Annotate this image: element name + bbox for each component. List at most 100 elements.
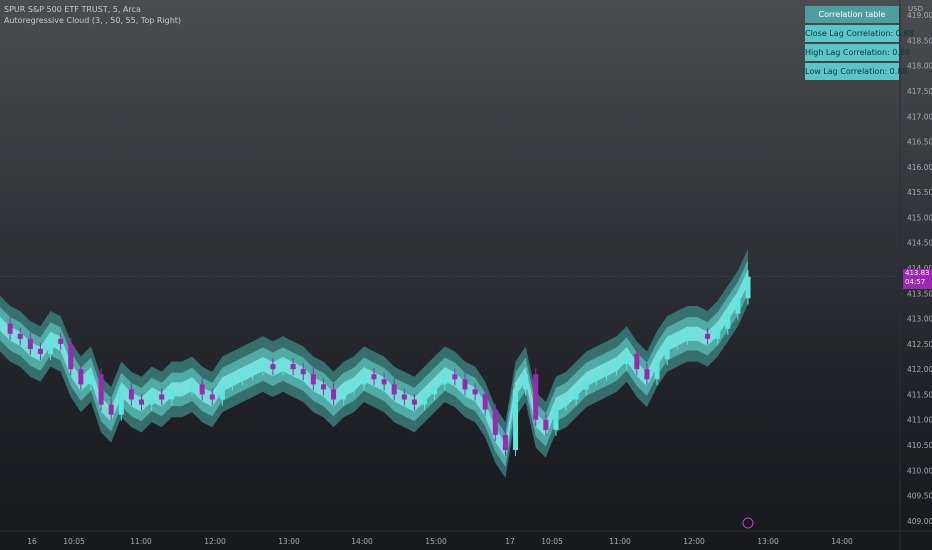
candle-body <box>603 369 609 375</box>
candle-body <box>209 394 215 400</box>
candle-body <box>401 394 407 400</box>
candle-body <box>523 374 529 390</box>
flash-icon <box>742 517 754 529</box>
symbol-legend[interactable]: SPUR S&P 500 ETF TRUST, 5, Arca <box>4 5 141 14</box>
candle-body <box>543 419 549 430</box>
y-tick-label: 417.00 <box>907 112 932 121</box>
candle-body <box>98 374 104 405</box>
candle-body <box>310 374 316 385</box>
y-tick-label: 409.00 <box>907 517 932 526</box>
y-tick-label: 417.50 <box>907 87 932 96</box>
candle-body <box>573 389 579 400</box>
low-lag-correlation: Low Lag Correlation: 0.88 <box>805 63 907 80</box>
candle-body <box>583 379 589 390</box>
x-tick-label: 11:00 <box>130 537 152 546</box>
candle-body <box>0 323 3 326</box>
candle-body <box>381 379 387 385</box>
candle-body <box>664 343 670 360</box>
x-tick-label: 16 <box>27 537 37 546</box>
candle-body <box>634 354 640 370</box>
high-lag-correlation: High Lag Correlation: 0.86 <box>805 44 910 61</box>
bar-countdown: 04:57 <box>905 277 926 286</box>
candle-body <box>432 384 438 395</box>
candle-body <box>250 369 256 375</box>
candle-body <box>331 389 337 400</box>
y-tick-label: 414.00 <box>907 264 932 273</box>
candle-body <box>624 354 630 365</box>
candle-body <box>17 333 23 339</box>
candle-body <box>563 399 569 405</box>
candle-body <box>320 384 326 390</box>
candle-body <box>7 323 13 334</box>
candle-body <box>118 389 124 415</box>
y-tick-label: 410.50 <box>907 441 932 450</box>
candle-body <box>169 389 175 400</box>
candle-body <box>149 394 155 405</box>
candle-body <box>88 374 94 385</box>
last-price-tag: 413.83 04:57 <box>903 268 932 289</box>
candle-body <box>189 384 195 390</box>
cloud-middle-band <box>0 259 748 467</box>
y-tick-label: 415.50 <box>907 188 932 197</box>
currency-label[interactable]: USD <box>908 5 923 13</box>
candle-body <box>27 338 33 349</box>
candle-body <box>735 298 741 314</box>
x-tick-label: 14:00 <box>351 537 373 546</box>
candle-body <box>199 384 205 395</box>
candle-body <box>341 389 347 400</box>
candle-body <box>240 374 246 380</box>
y-tick-label: 409.50 <box>907 492 932 501</box>
candle-body <box>654 359 660 380</box>
y-tick-label: 412.50 <box>907 340 932 349</box>
candle-body <box>219 384 225 400</box>
x-tick-label: 13:00 <box>278 537 300 546</box>
correlation-table-title: Correlation table <box>805 6 899 23</box>
candle-body <box>391 384 397 395</box>
y-tick-label: 414.50 <box>907 239 932 248</box>
candle-body <box>644 369 650 380</box>
y-tick-label: 418.00 <box>907 62 932 71</box>
candle-body <box>260 364 266 370</box>
candle-body <box>371 374 377 380</box>
candle-body <box>725 313 731 329</box>
y-tick-label: 411.00 <box>907 416 932 425</box>
y-tick-label: 413.00 <box>907 315 932 324</box>
last-price-value: 413.83 <box>905 268 930 277</box>
correlation-table: Correlation table Close Lag Correlation:… <box>805 6 913 82</box>
candle-body <box>68 343 74 370</box>
candle-body <box>482 394 488 410</box>
x-tick-label: 14:00 <box>831 537 853 546</box>
candle-body <box>422 394 428 405</box>
candle-body <box>502 434 508 451</box>
candle-body <box>361 374 367 385</box>
candle-body <box>674 338 680 344</box>
y-tick-label: 412.00 <box>907 365 932 374</box>
candle-body <box>58 338 64 344</box>
candle-body <box>705 333 711 339</box>
candle-body <box>179 389 185 392</box>
y-tick-label: 416.50 <box>907 138 932 147</box>
candle-body <box>229 379 235 385</box>
candle-body <box>108 404 114 415</box>
y-tick-label: 410.00 <box>907 466 932 475</box>
candle-body <box>715 328 721 339</box>
candle-body <box>472 389 478 395</box>
candle-body <box>78 369 84 385</box>
candle-body <box>139 399 145 405</box>
candle-body <box>492 409 498 435</box>
y-tick-label: 411.50 <box>907 390 932 399</box>
y-tick-label: 418.50 <box>907 36 932 45</box>
y-tick-label: 415.00 <box>907 213 932 222</box>
indicator-legend[interactable]: Autoregressive Cloud (3, , 50, 55, Top R… <box>4 16 182 25</box>
candle-body <box>159 394 165 400</box>
candle-body <box>351 384 357 390</box>
x-tick-label: 17 <box>505 537 515 546</box>
x-tick-label: 10:05 <box>63 537 85 546</box>
x-tick-label: 10:05 <box>541 537 563 546</box>
candle-body <box>280 364 286 370</box>
candle-body <box>411 399 417 405</box>
candle-body <box>128 389 134 400</box>
candle-body <box>462 379 468 390</box>
